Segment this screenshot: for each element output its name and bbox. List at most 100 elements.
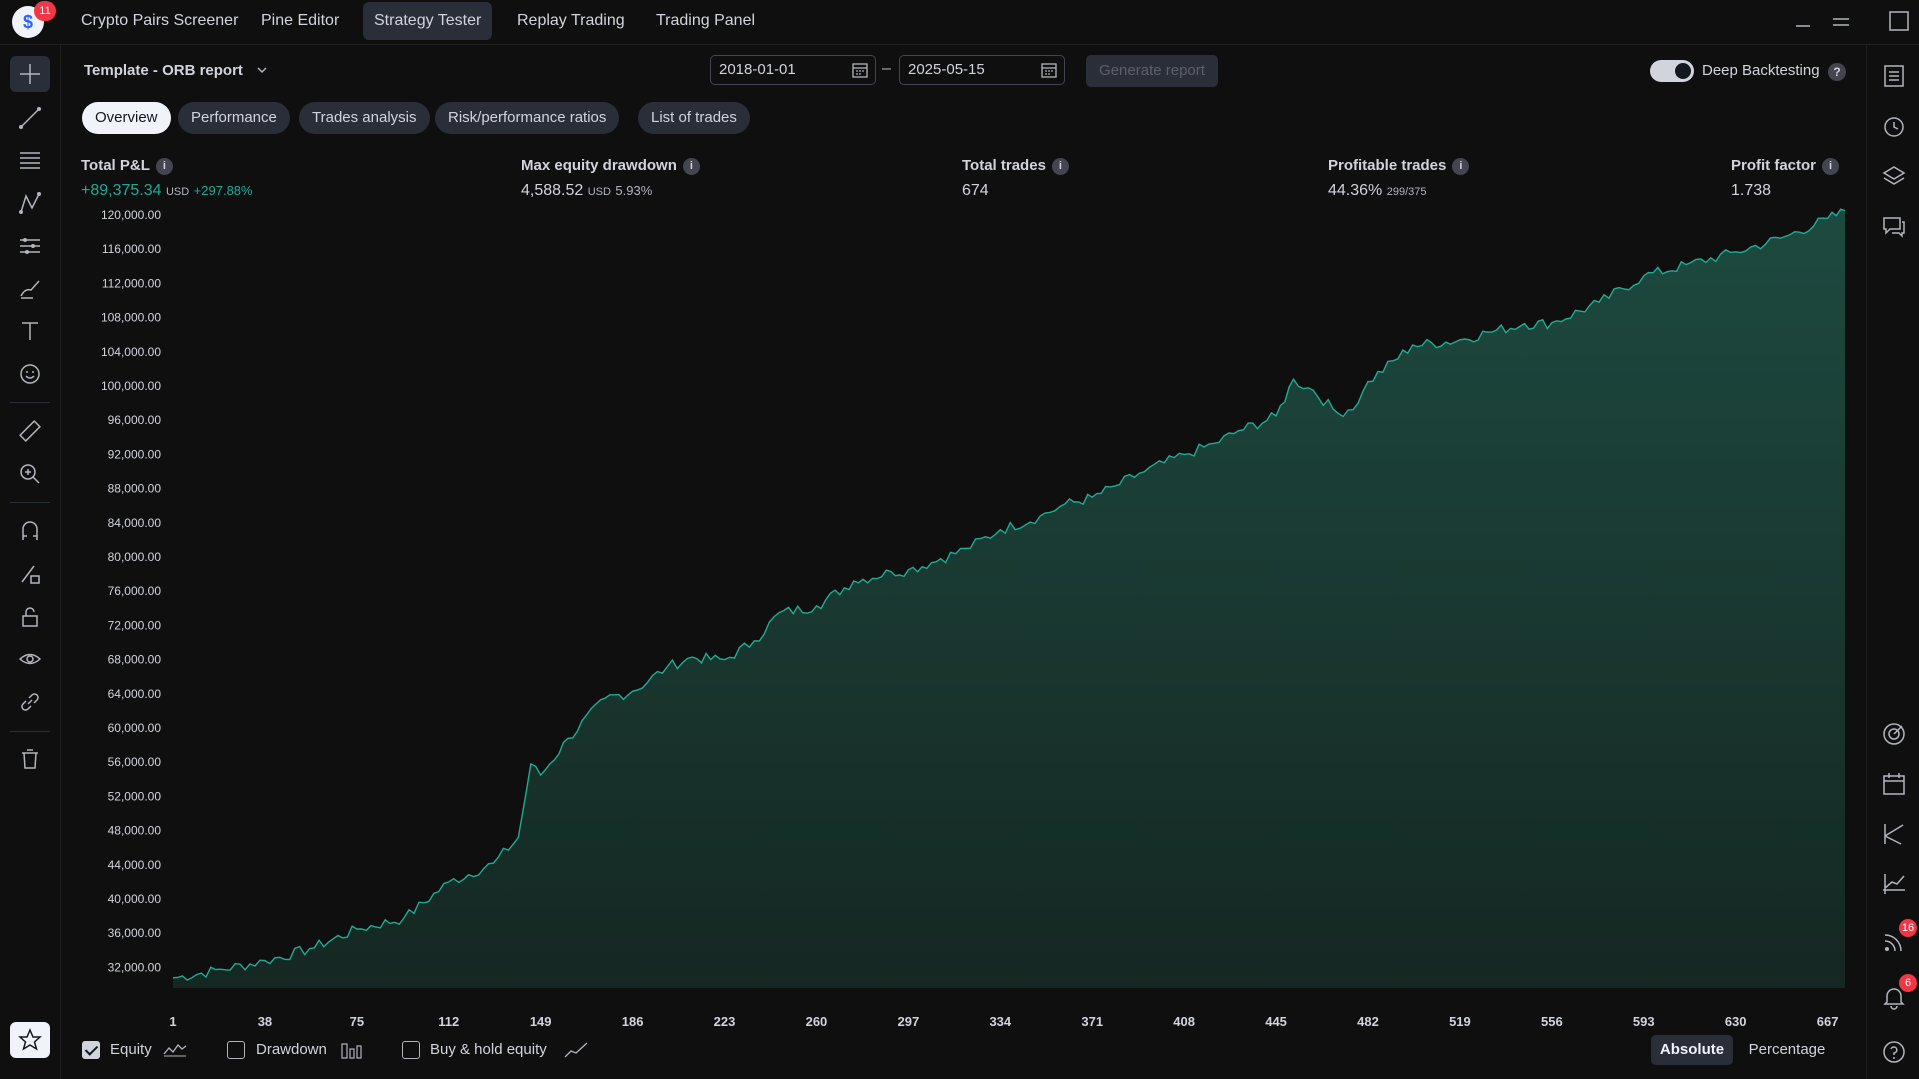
percentage-button[interactable]: Percentage	[1748, 1041, 1826, 1058]
tab-overview[interactable]: Overview	[82, 102, 171, 134]
forecast-icon[interactable]	[10, 228, 50, 264]
equity-chart[interactable]: 120,000.00 116,000.00 112,000.00 108,000.00…	[60, 205, 1860, 1035]
drawdown-bars-icon	[341, 1043, 362, 1059]
buy-hold-label: Buy & hold equity	[430, 1041, 547, 1058]
top-bar: $ 11 Crypto Pairs Screener Pine Editor S…	[0, 0, 1919, 45]
zoom-in-icon[interactable]	[10, 456, 50, 492]
absolute-button[interactable]: Absolute	[1651, 1035, 1733, 1065]
lock-icon[interactable]	[10, 599, 50, 635]
calendar-icon[interactable]	[1040, 61, 1058, 79]
metric-label-text: Profit factor	[1731, 157, 1817, 174]
y-tick-label: 60,000.00	[108, 721, 162, 735]
chart-line-icon[interactable]	[1877, 867, 1911, 901]
metric-total-pnl-value: +89,375.34 USD +297.88%	[81, 182, 253, 200]
info-icon[interactable]: i	[1051, 158, 1069, 175]
maximize-icon[interactable]	[1886, 8, 1909, 31]
date-from-input[interactable]: 2018-01-01	[710, 55, 876, 85]
y-tick-label: 108,000.00	[101, 311, 161, 325]
y-axis: 120,000.00 116,000.00 112,000.00 108,000.00…	[101, 208, 161, 974]
info-icon[interactable]: i	[1452, 158, 1470, 175]
magnet-icon[interactable]	[10, 513, 50, 549]
bell-badge: 6	[1899, 974, 1917, 992]
trend-line-icon[interactable]	[10, 100, 50, 136]
tab-pine-editor[interactable]: Pine Editor	[261, 12, 340, 29]
generate-report-button[interactable]: Generate report	[1086, 55, 1218, 87]
metric-max-drawdown-label: Max equity drawdown i	[521, 157, 700, 175]
info-icon[interactable]: i	[682, 158, 700, 175]
rss-badge: 16	[1899, 919, 1917, 937]
target-icon[interactable]	[1877, 717, 1911, 751]
metric-profit-factor-label: Profit factor i	[1731, 157, 1840, 175]
eye-icon[interactable]	[10, 641, 50, 677]
date-to-input[interactable]: 2025-05-15	[899, 55, 1065, 85]
collapse-panel-icon[interactable]	[1830, 10, 1852, 32]
x-tick-label: 223	[714, 1014, 736, 1029]
lock-pencil-icon[interactable]	[10, 556, 50, 592]
tab-performance[interactable]: Performance	[178, 102, 290, 134]
emoji-icon[interactable]	[10, 356, 50, 392]
metric-profit-factor-value: 1.738	[1731, 182, 1772, 199]
toolbar-divider	[10, 731, 50, 732]
minimize-icon[interactable]	[1792, 10, 1814, 32]
date-to-value: 2025-05-15	[908, 61, 985, 78]
calendar-icon[interactable]	[851, 61, 869, 79]
calendar-icon[interactable]	[1877, 767, 1911, 801]
tab-trades-analysis[interactable]: Trades analysis	[299, 102, 430, 134]
watchlist-icon[interactable]	[1877, 59, 1911, 93]
info-icon[interactable]: i	[1822, 158, 1840, 175]
drawdown-label: Drawdown	[256, 1041, 327, 1058]
template-title[interactable]: Template - ORB report	[84, 62, 243, 79]
tab-trading-panel[interactable]: Trading Panel	[656, 12, 756, 29]
chevron-down-icon[interactable]	[256, 64, 268, 79]
link-icon[interactable]	[10, 684, 50, 720]
pick-icon[interactable]	[1877, 817, 1911, 851]
tab-strategy-tester[interactable]: Strategy Tester	[363, 2, 493, 40]
bell-icon[interactable]: 6	[1877, 974, 1917, 1014]
alerts-clock-icon[interactable]	[1877, 109, 1911, 143]
equity-checkbox[interactable]	[82, 1041, 100, 1059]
toolbar-divider	[10, 402, 50, 403]
x-tick-label: 408	[1173, 1014, 1195, 1029]
currency-label: USD	[165, 186, 190, 198]
y-tick-label: 36,000.00	[108, 926, 162, 940]
date-from-value: 2018-01-01	[719, 61, 796, 78]
buy-hold-line-icon	[564, 1042, 588, 1058]
x-tick-label: 519	[1449, 1014, 1471, 1029]
y-tick-label: 76,000.00	[108, 584, 162, 598]
x-tick-label: 38	[258, 1014, 272, 1029]
help-icon[interactable]: ?	[1828, 63, 1846, 81]
metric-label-text: Max equity drawdown	[521, 157, 677, 174]
fib-lines-icon[interactable]	[10, 142, 50, 178]
info-icon[interactable]: i	[155, 158, 173, 175]
y-tick-label: 112,000.00	[102, 276, 161, 290]
tab-list-of-trades[interactable]: List of trades	[638, 102, 750, 134]
help-icon[interactable]	[1877, 1035, 1911, 1069]
deep-backtesting-toggle[interactable]	[1650, 60, 1694, 82]
metric-max-drawdown-value: 4,588.52 USD 5.93%	[521, 182, 652, 200]
layers-icon[interactable]	[1877, 159, 1911, 193]
x-tick-label: 371	[1081, 1014, 1103, 1029]
y-tick-label: 88,000.00	[108, 482, 162, 496]
pattern-icon[interactable]	[10, 185, 50, 221]
y-tick-label: 64,000.00	[108, 687, 162, 701]
ruler-icon[interactable]	[10, 413, 50, 449]
y-tick-label: 100,000.00	[101, 379, 161, 393]
tab-crypto-pairs-screener[interactable]: Crypto Pairs Screener	[81, 12, 239, 29]
drawdown-checkbox[interactable]	[227, 1041, 245, 1059]
tab-replay-trading[interactable]: Replay Trading	[517, 12, 625, 29]
x-tick-label: 556	[1541, 1014, 1563, 1029]
metric-label-text: Total P&L	[81, 157, 150, 174]
rss-icon[interactable]: 16	[1877, 919, 1917, 959]
brush-icon[interactable]	[10, 271, 50, 307]
buy-hold-checkbox[interactable]	[402, 1041, 420, 1059]
tab-risk-performance-ratios[interactable]: Risk/performance ratios	[435, 102, 620, 134]
star-icon[interactable]	[10, 1022, 50, 1058]
metric-label-text: Total trades	[962, 157, 1046, 174]
text-icon[interactable]	[10, 313, 50, 349]
chat-icon[interactable]	[1877, 209, 1911, 243]
right-sidebar-toolbar: 16 6	[1866, 45, 1919, 1079]
trash-icon[interactable]	[10, 741, 50, 777]
deep-backtesting-label: Deep Backtesting	[1702, 62, 1820, 79]
total-pnl-percent: +297.88%	[193, 183, 253, 198]
crosshair-icon[interactable]	[10, 56, 50, 92]
